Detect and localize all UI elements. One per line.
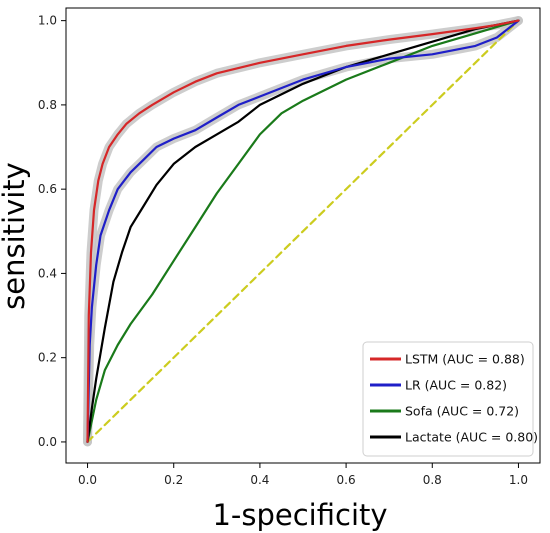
series-lines: [86, 19, 520, 443]
legend: LSTM (AUC = 0.88) LR (AUC = 0.82) Sofa (AU…: [362, 341, 538, 457]
y-tick-label: 0.2: [38, 351, 57, 365]
x-tick-label: 0.8: [423, 473, 442, 487]
legend-label-lactate: Lactate (AUC = 0.80): [405, 430, 538, 445]
y-tick-label: 0.8: [38, 98, 57, 112]
y-axis-ticks: 0.0 0.2 0.4 0.6 0.8 1.0: [38, 14, 66, 449]
legend-box: [362, 341, 534, 457]
series-line-lactate: [86, 19, 520, 443]
legend-label-sofa: Sofa (AUC = 0.72): [405, 404, 519, 419]
y-tick-label: 0.0: [38, 435, 57, 449]
x-tick-label: 1.0: [509, 473, 528, 487]
y-tick-label: 0.6: [38, 182, 57, 196]
y-tick-label: 0.4: [38, 266, 57, 280]
x-axis-title: 1-specificity: [212, 498, 387, 532]
x-tick-label: 0.4: [250, 473, 269, 487]
y-tick-label: 1.0: [38, 14, 57, 28]
series-line-sofa: [86, 19, 520, 443]
plot-frame: [65, 7, 541, 464]
series-line-lr: [86, 19, 520, 443]
series-line-lstm: [86, 19, 520, 443]
x-tick-label: 0.0: [78, 473, 97, 487]
legend-label-lstm: LSTM (AUC = 0.88): [405, 352, 525, 367]
x-axis-ticks: 0.0 0.2 0.4 0.6 0.8 1.0: [78, 463, 528, 487]
x-tick-label: 0.2: [164, 473, 183, 487]
x-tick-label: 0.6: [337, 473, 356, 487]
legend-label-lr: LR (AUC = 0.82): [405, 378, 507, 393]
chance-diagonal-line: [86, 19, 520, 443]
y-axis-title: sensitivity: [0, 162, 31, 310]
